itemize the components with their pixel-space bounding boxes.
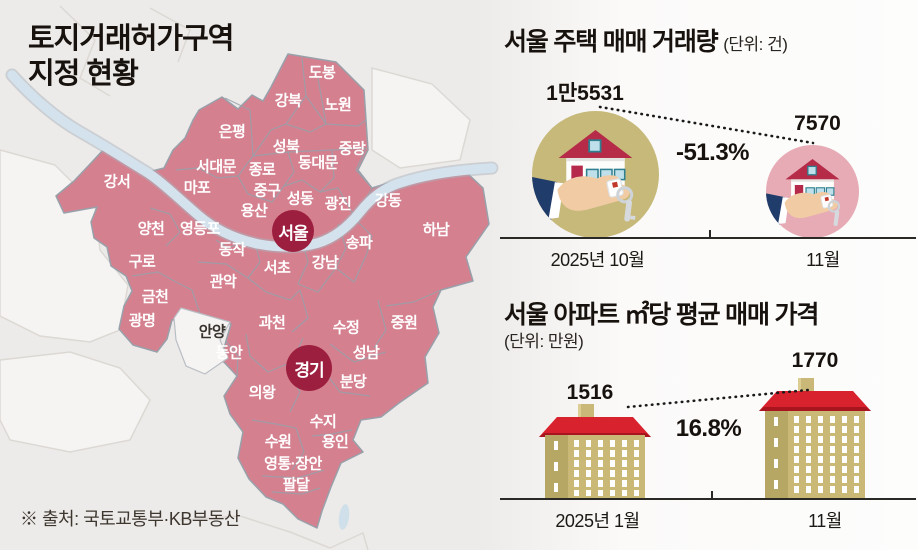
apartment-building-icon-large	[759, 378, 871, 499]
page-title-line2: 지정 현황	[28, 57, 139, 90]
volume-oct-value: 1만5531	[546, 82, 624, 105]
building-windows	[574, 440, 641, 496]
building-front	[568, 435, 645, 499]
volume-cat-nov: 11월	[806, 250, 840, 270]
price-jan-value: 1516	[566, 381, 614, 404]
building-side	[765, 411, 788, 499]
roof	[539, 417, 651, 437]
price-cat-jan: 2025년 1월	[555, 511, 640, 531]
volume-axis	[500, 237, 916, 239]
hand-holding-house-icon-small	[766, 158, 841, 227]
volume-axis-tick	[709, 230, 711, 237]
source-note: ※ 출처: 국토교통부·KB부동산	[20, 509, 241, 529]
building-front	[788, 411, 865, 499]
volume-oct-circle	[532, 111, 659, 238]
page-title-line1: 토지거래허가구역	[28, 23, 234, 55]
price-nov-value: 1770	[791, 349, 839, 372]
page-title: 토지거래허가구역 지정 현황	[28, 22, 234, 92]
han-river	[5, 68, 499, 530]
price-axis	[500, 498, 916, 500]
volume-nov-value: 7570	[794, 112, 841, 135]
building-side	[545, 435, 568, 499]
map-anyang-pocket	[173, 307, 231, 375]
price-change-pct: 16.8%	[675, 415, 742, 442]
volume-nov-circle	[766, 145, 859, 238]
chart-price-unit: (단위: 만원)	[504, 332, 584, 351]
chart-volume-title-text: 서울 주택 매매 거래량	[504, 28, 719, 56]
apartment-building-icon-small	[539, 404, 651, 499]
volume-cat-oct: 2025년 10월	[550, 250, 645, 270]
building-windows	[794, 416, 861, 496]
price-axis-tick	[711, 491, 713, 498]
map-district-borders	[131, 57, 442, 495]
chart-volume-title: 서울 주택 매매 거래량 (단위: 건)	[504, 22, 788, 58]
roof	[759, 391, 871, 411]
map-faint-boundaries	[59, 5, 369, 550]
hand-holding-house-icon	[532, 130, 636, 223]
volume-change-pct: -51.3%	[675, 139, 750, 166]
map-outside-regions	[0, 67, 471, 453]
chart-volume-unit: (단위: 건)	[723, 35, 788, 54]
chart-price-title: 서울 아파트 ㎡당 평균 매매 가격	[504, 301, 819, 329]
price-cat-nov: 11월	[808, 511, 842, 531]
